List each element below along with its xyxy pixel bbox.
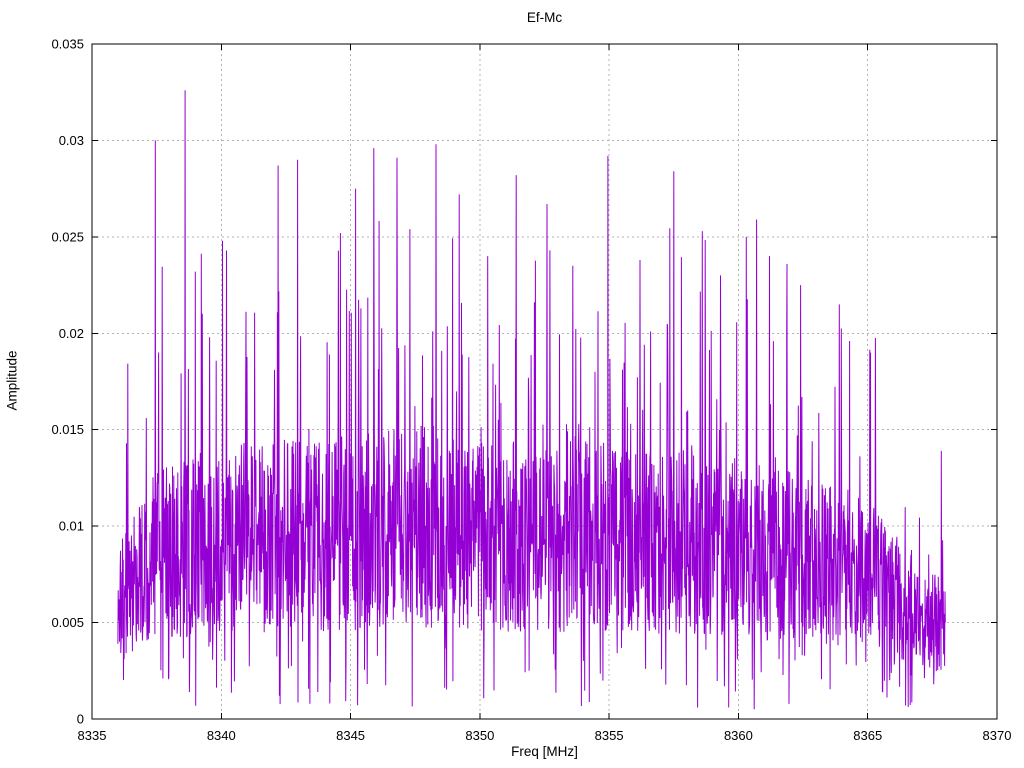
x-tick-label: 8370	[983, 728, 1012, 743]
y-tick-label: 0.02	[59, 326, 84, 341]
x-tick-label: 8340	[207, 728, 236, 743]
x-tick-label: 8345	[336, 728, 365, 743]
y-tick-label: 0.03	[59, 133, 84, 148]
x-tick-label: 8355	[595, 728, 624, 743]
plot-border	[91, 43, 998, 720]
y-tick-label: 0.005	[51, 615, 84, 630]
y-tick-label: 0.015	[51, 422, 84, 437]
x-axis-label: Freq [MHz]	[511, 744, 578, 759]
y-tick-label: 0	[77, 712, 84, 727]
x-tick-label: 8360	[724, 728, 753, 743]
x-tick-label: 8350	[465, 728, 494, 743]
x-tick-label: 8365	[853, 728, 882, 743]
x-tick-label: 8335	[78, 728, 107, 743]
y-tick-label: 0.035	[51, 37, 84, 52]
y-tick-label: 0.025	[51, 229, 84, 244]
data-trace	[117, 90, 946, 710]
y-tick-label: 0.01	[59, 519, 84, 534]
chart-title: Ef-Mc	[526, 10, 563, 25]
